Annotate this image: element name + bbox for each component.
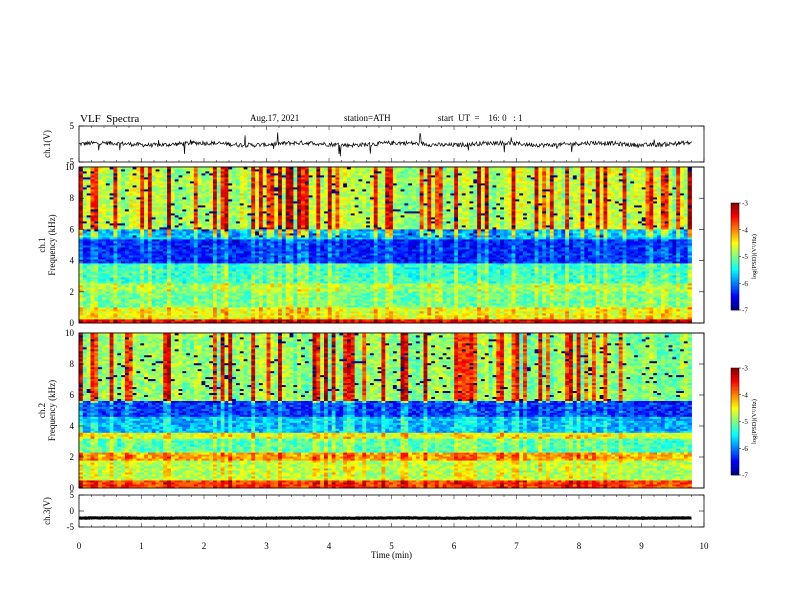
x-tick-label: 10: [700, 541, 710, 551]
ch3-waveform-panel: 5 0 -5 ch.3(V): [42, 490, 705, 532]
date-label: Aug.17, 2021: [250, 113, 299, 123]
ch1-waveform-ylabel: ch.1(V): [42, 130, 52, 158]
ch2-spectrogram-tick-label: 4: [70, 421, 75, 431]
plot-title: VLF Spectra: [80, 113, 139, 125]
ch1-spectrogram-tick-label: 4: [70, 256, 75, 266]
ch2-spectrogram-colorbar-tick: -6: [742, 445, 748, 453]
ch1-waveform-panel: 5 -5 ch.1(V): [42, 121, 705, 167]
ch3-waveform-tick-label: 0: [70, 506, 75, 516]
x-tick-label: 7: [514, 541, 519, 551]
x-tick-label: 1: [139, 541, 144, 551]
x-tick-label: 8: [577, 541, 582, 551]
ch2-spectrogram-tick-label: 10: [65, 328, 75, 338]
ch2-spectrogram-colorbar-tick: -5: [742, 418, 748, 426]
x-tick-label: 2: [202, 541, 207, 551]
ch3-waveform-ylabel: ch.3(V): [42, 497, 52, 525]
start-time-label: start UT = 16: 0 : 1: [438, 113, 523, 123]
ch1-spectrogram-colorbar-label: log(PSD)(V²/Hz): [751, 234, 758, 279]
ch2-spectrogram-panel: 0 2 4 6 8 10 ch.2 Frequency (kHz): [37, 328, 705, 493]
ch2-spectrogram-tick-label: 2: [70, 452, 75, 462]
x-tick-label: 3: [264, 541, 269, 551]
x-tick-label: 5: [389, 541, 394, 551]
ch1-spectrogram-panel: 0 2 4 6 8 10 ch.1 Frequency (kHz): [37, 162, 705, 328]
ch2-spectrogram-colorbar: -3 -4 -5 -6 -7 log(PSD)(V²/Hz): [730, 365, 758, 480]
x-tick-label: 6: [452, 541, 457, 551]
ch1-spectrogram-colorbar-tick: -3: [742, 200, 748, 208]
ch1-spectrogram-tick-label: 8: [70, 193, 75, 203]
ch2-spectrogram-colorbar-label: log(PSD)(V²/Hz): [751, 399, 758, 444]
ch1-spectrogram-colorbar-tick: -7: [742, 307, 748, 315]
ch1-spectrogram-ylabel: Frequency (kHz): [47, 214, 57, 275]
ch2-spectrogram-colorbar-tick: -3: [742, 365, 748, 373]
ch2-spectrogram-ylabel: Frequency (kHz): [47, 380, 57, 441]
ch1-spectrogram-tick-label: 2: [70, 287, 75, 297]
ch1-spectrogram-tick-label: 0: [70, 318, 75, 328]
ch1-spectrogram-tick-label: 10: [65, 162, 75, 172]
ch3-waveform-tick-label: -5: [67, 522, 75, 532]
ch3-waveform-tick-label: 5: [70, 490, 75, 500]
x-tick-label: 9: [639, 541, 644, 551]
ch1-waveform-tick-label: 5: [70, 121, 75, 131]
x-tick-label: 0: [77, 541, 82, 551]
ch1-spectrogram-colorbar-tick: -4: [742, 226, 748, 234]
x-axis-label: Time (min): [371, 550, 412, 560]
ch1-spectrogram-cells: [79, 167, 692, 324]
ch3-waveform-panel-frame: [78, 494, 705, 528]
station-label: station=ATH: [344, 113, 391, 123]
ch2-spectrogram-ylabel: ch.2: [37, 403, 47, 418]
ch2-spectrogram-tick-label: 6: [70, 390, 75, 400]
ch2-spectrogram-tick-label: 8: [70, 359, 75, 369]
ch2-spectrogram-tick-label: 0: [70, 483, 75, 493]
ch1-spectrogram-ylabel: ch.1: [37, 237, 47, 252]
ch1-spectrogram-tick-label: 6: [70, 224, 75, 234]
ch3-waveform-trace: [78, 515, 692, 521]
ch2-spectrogram-colorbar-tick: -4: [742, 391, 748, 399]
ch1-waveform-tick-label: -5: [67, 157, 75, 167]
ch2-spectrogram-colorbar-tick: -7: [742, 472, 748, 480]
ch1-spectrogram-colorbar-tick: -5: [742, 253, 748, 261]
ch2-spectrogram-cells: [79, 333, 692, 489]
x-tick-label: 4: [327, 541, 332, 551]
ch1-spectrogram-colorbar-tick: -6: [742, 280, 748, 288]
ch1-spectrogram-colorbar: -3 -4 -5 -6 -7 log(PSD)(V²/Hz): [730, 200, 758, 315]
ch1-waveform-trace: [78, 132, 692, 157]
